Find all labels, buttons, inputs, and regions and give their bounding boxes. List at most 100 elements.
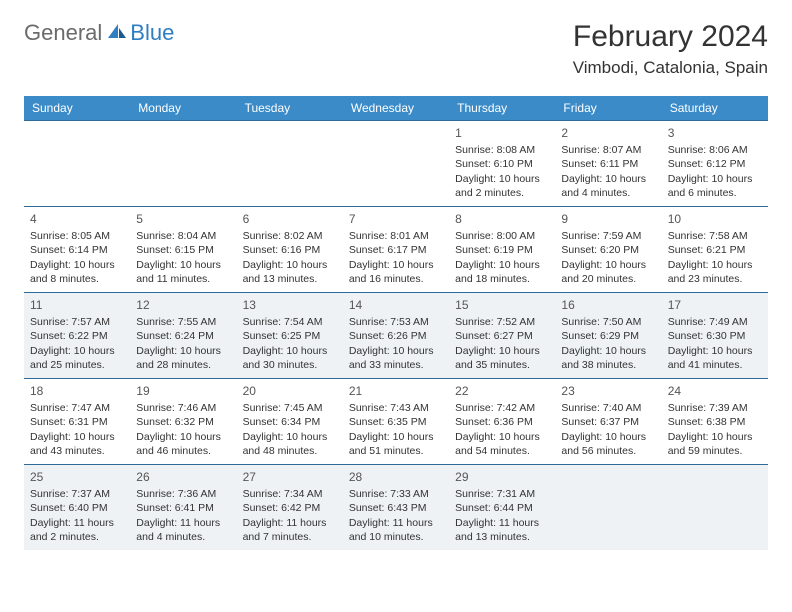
calendar-cell: 10 Sunrise: 7:58 AMSunset: 6:21 PMDayligh… [662,206,768,292]
sunrise-text: Sunrise: 8:07 AM [561,143,655,157]
daylight-text: Daylight: 10 hours and 25 minutes. [30,344,124,372]
day-number: 29 [455,469,549,485]
weekday-header: Friday [555,96,661,120]
sunrise-text: Sunrise: 7:59 AM [561,229,655,243]
day-number: 7 [349,211,443,227]
sunrise-text: Sunrise: 7:58 AM [668,229,762,243]
calendar-cell: 17Sunrise: 7:49 AMSunset: 6:30 PMDayligh… [662,292,768,378]
calendar-cell: 11Sunrise: 7:57 AMSunset: 6:22 PMDayligh… [24,292,130,378]
daylight-text: Daylight: 10 hours and 8 minutes. [30,258,124,286]
logo-sail-icon [106,20,128,46]
daylight-text: Daylight: 10 hours and 18 minutes. [455,258,549,286]
calendar-cell [130,120,236,206]
day-number: 27 [243,469,337,485]
sunrise-text: Sunrise: 8:05 AM [30,229,124,243]
sunset-text: Sunset: 6:12 PM [668,157,762,171]
calendar-cell [24,120,130,206]
sunrise-text: Sunrise: 8:01 AM [349,229,443,243]
sunrise-text: Sunrise: 7:46 AM [136,401,230,415]
day-number: 25 [30,469,124,485]
daylight-text: Daylight: 11 hours and 2 minutes. [30,516,124,544]
calendar-cell: 21Sunrise: 7:43 AMSunset: 6:35 PMDayligh… [343,378,449,464]
sunset-text: Sunset: 6:27 PM [455,329,549,343]
daylight-text: Daylight: 10 hours and 23 minutes. [668,258,762,286]
calendar-cell: 3Sunrise: 8:06 AMSunset: 6:12 PMDaylight… [662,120,768,206]
sunrise-text: Sunrise: 7:50 AM [561,315,655,329]
sunset-text: Sunset: 6:25 PM [243,329,337,343]
daylight-text: Daylight: 10 hours and 38 minutes. [561,344,655,372]
calendar-cell: 4 Sunrise: 8:05 AMSunset: 6:14 PMDaylight… [24,206,130,292]
sunrise-text: Sunrise: 7:37 AM [30,487,124,501]
calendar-cell: 19Sunrise: 7:46 AMSunset: 6:32 PMDayligh… [130,378,236,464]
sunset-text: Sunset: 6:37 PM [561,415,655,429]
sunset-text: Sunset: 6:31 PM [30,415,124,429]
daylight-text: Daylight: 10 hours and 54 minutes. [455,430,549,458]
sunset-text: Sunset: 6:36 PM [455,415,549,429]
sunrise-text: Sunrise: 8:06 AM [668,143,762,157]
sunset-text: Sunset: 6:32 PM [136,415,230,429]
weekday-header: Tuesday [237,96,343,120]
day-number: 4 [30,211,124,227]
sunset-text: Sunset: 6:20 PM [561,243,655,257]
day-number: 2 [561,125,655,141]
sunrise-text: Sunrise: 7:40 AM [561,401,655,415]
weekday-header: Wednesday [343,96,449,120]
sunset-text: Sunset: 6:14 PM [30,243,124,257]
sunset-text: Sunset: 6:22 PM [30,329,124,343]
sunrise-text: Sunrise: 7:47 AM [30,401,124,415]
weekday-header-row: Sunday Monday Tuesday Wednesday Thursday… [24,96,768,120]
calendar-cell: 8Sunrise: 8:00 AMSunset: 6:19 PMDaylight… [449,206,555,292]
sunrise-text: Sunrise: 7:33 AM [349,487,443,501]
calendar-cell: 13Sunrise: 7:54 AMSunset: 6:25 PMDayligh… [237,292,343,378]
sunrise-text: Sunrise: 8:00 AM [455,229,549,243]
calendar-cell: 2Sunrise: 8:07 AMSunset: 6:11 PMDaylight… [555,120,661,206]
daylight-text: Daylight: 11 hours and 10 minutes. [349,516,443,544]
day-number: 11 [30,297,124,313]
sunset-text: Sunset: 6:41 PM [136,501,230,515]
sunset-text: Sunset: 6:21 PM [668,243,762,257]
calendar-cell: 9Sunrise: 7:59 AMSunset: 6:20 PMDaylight… [555,206,661,292]
sunrise-text: Sunrise: 7:39 AM [668,401,762,415]
daylight-text: Daylight: 10 hours and 41 minutes. [668,344,762,372]
logo-text-blue: Blue [130,20,174,46]
daylight-text: Daylight: 10 hours and 51 minutes. [349,430,443,458]
calendar-cell: 22Sunrise: 7:42 AMSunset: 6:36 PMDayligh… [449,378,555,464]
daylight-text: Daylight: 10 hours and 30 minutes. [243,344,337,372]
daylight-text: Daylight: 11 hours and 7 minutes. [243,516,337,544]
sunrise-text: Sunrise: 7:34 AM [243,487,337,501]
sunset-text: Sunset: 6:24 PM [136,329,230,343]
location: Vimbodi, Catalonia, Spain [573,58,768,78]
sunrise-text: Sunrise: 7:36 AM [136,487,230,501]
daylight-text: Daylight: 10 hours and 13 minutes. [243,258,337,286]
day-number: 17 [668,297,762,313]
month-title: February 2024 [573,20,768,54]
calendar-cell: 16 Sunrise: 7:50 AMSunset: 6:29 PMDayligh… [555,292,661,378]
calendar-cell [555,464,661,550]
day-number: 23 [561,383,655,399]
calendar-cell [237,120,343,206]
sunset-text: Sunset: 6:26 PM [349,329,443,343]
sunset-text: Sunset: 6:34 PM [243,415,337,429]
day-number: 16 [561,297,655,313]
sunrise-text: Sunrise: 7:55 AM [136,315,230,329]
daylight-text: Daylight: 10 hours and 35 minutes. [455,344,549,372]
calendar-cell: 26Sunrise: 7:36 AMSunset: 6:41 PMDayligh… [130,464,236,550]
day-number: 19 [136,383,230,399]
calendar-grid: 1Sunrise: 8:08 AMSunset: 6:10 PMDaylight… [24,120,768,550]
calendar-cell: 25Sunrise: 7:37 AMSunset: 6:40 PMDayligh… [24,464,130,550]
sunrise-text: Sunrise: 8:04 AM [136,229,230,243]
logo: General Blue [24,20,174,46]
sunrise-text: Sunrise: 8:08 AM [455,143,549,157]
day-number: 24 [668,383,762,399]
daylight-text: Daylight: 10 hours and 2 minutes. [455,172,549,200]
sunset-text: Sunset: 6:29 PM [561,329,655,343]
sunrise-text: Sunrise: 7:53 AM [349,315,443,329]
calendar-cell: 15Sunrise: 7:52 AMSunset: 6:27 PMDayligh… [449,292,555,378]
sunset-text: Sunset: 6:30 PM [668,329,762,343]
sunrise-text: Sunrise: 7:45 AM [243,401,337,415]
day-number: 26 [136,469,230,485]
sunrise-text: Sunrise: 7:52 AM [455,315,549,329]
day-number: 10 [668,211,762,227]
daylight-text: Daylight: 10 hours and 4 minutes. [561,172,655,200]
calendar-cell: 6Sunrise: 8:02 AMSunset: 6:16 PMDaylight… [237,206,343,292]
